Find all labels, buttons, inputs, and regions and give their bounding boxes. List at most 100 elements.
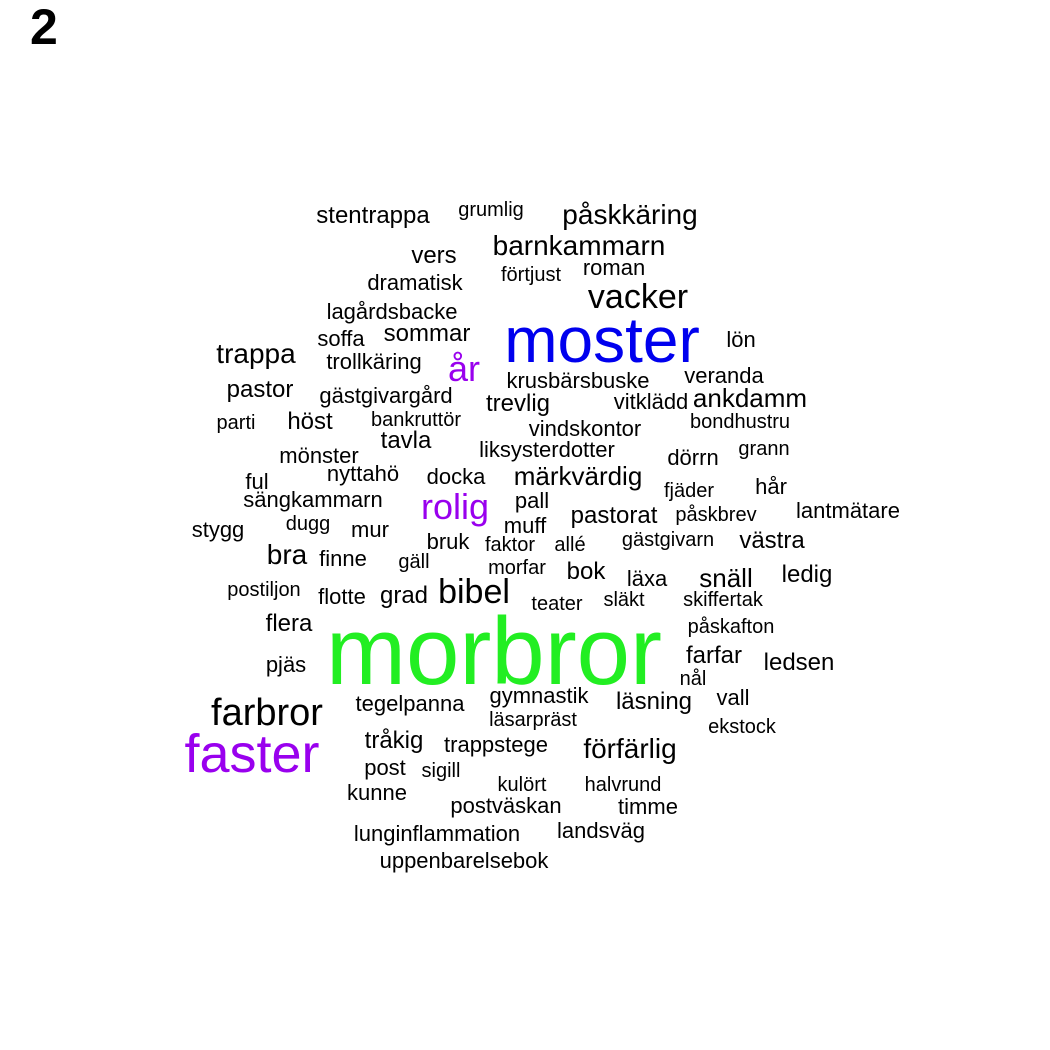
cloud-word: lagårdsbacke — [326, 299, 458, 324]
cloud-word: dramatisk — [367, 270, 463, 295]
cloud-word: mönster — [279, 443, 359, 468]
cloud-word: trappstege — [444, 732, 548, 757]
cloud-word: hår — [755, 474, 787, 499]
cloud-word: liksysterdotter — [479, 437, 615, 462]
cloud-word: sängkammarn — [243, 487, 383, 512]
cloud-word: morfar — [488, 557, 546, 579]
cloud-word: postiljon — [227, 579, 301, 601]
cloud-word: sigill — [421, 760, 461, 782]
cloud-word: stygg — [191, 517, 245, 542]
cloud-word: landsväg — [556, 818, 646, 843]
cloud-word: mur — [351, 517, 389, 542]
cloud-word: lön — [726, 327, 756, 352]
cloud-word: gästgivargård — [319, 383, 453, 408]
cloud-word: trevlig — [485, 390, 551, 417]
cloud-word: ekstock — [708, 716, 776, 738]
cloud-word: bok — [566, 558, 606, 585]
cloud-word: postväskan — [450, 793, 562, 818]
cloud-word: parti — [216, 412, 256, 434]
cloud-word: farbror — [211, 692, 323, 734]
cloud-word: bra — [266, 539, 308, 570]
cloud-word: nyttahö — [326, 461, 400, 486]
cloud-word: höst — [287, 408, 333, 435]
cloud-word: skiffertak — [683, 589, 763, 611]
cloud-word: trollkäring — [326, 349, 422, 374]
cloud-word: flera — [265, 610, 313, 637]
cloud-word: snäll — [699, 563, 753, 593]
cloud-word: tegelpanna — [355, 691, 465, 716]
cloud-word: timme — [618, 794, 678, 819]
cloud-word: trappa — [216, 338, 296, 369]
cloud-word: teater — [531, 593, 583, 615]
cloud-word: rolig — [420, 486, 490, 527]
cloud-word: vindskontor — [528, 416, 642, 441]
cloud-word: pastor — [226, 376, 294, 403]
cloud-word: faster — [184, 724, 320, 784]
cloud-word: läsning — [615, 688, 693, 715]
cloud-word: bondhustru — [689, 411, 791, 433]
cloud-word: kunne — [347, 780, 407, 805]
cloud-word: västra — [739, 527, 805, 554]
cloud-word: vitklädd — [613, 389, 689, 414]
cloud-word: faktor — [484, 534, 536, 556]
cloud-word: dörrn — [667, 445, 719, 470]
cloud-word: grumlig — [458, 199, 524, 221]
cloud-word: tråkig — [364, 727, 424, 754]
cloud-word: fjäder — [663, 480, 715, 502]
cloud-word: tavla — [380, 427, 432, 454]
cloud-word: vers — [411, 242, 457, 269]
cloud-word: flotte — [318, 584, 366, 609]
cloud-word: släkt — [603, 589, 645, 611]
cloud-word: vacker — [587, 278, 689, 316]
cloud-word: uppenbarelsebok — [379, 848, 549, 873]
cloud-word: barnkammarn — [492, 230, 666, 261]
cloud-word: veranda — [684, 363, 764, 388]
cloud-word: soffa — [317, 326, 365, 351]
cloud-word: kulört — [497, 774, 547, 796]
cloud-word: ledsen — [763, 649, 835, 676]
cloud-word: muff — [503, 513, 547, 538]
cloud-word: bankruttör — [370, 409, 462, 431]
cloud-word: ledig — [781, 561, 833, 588]
cloud-word: gäll — [398, 551, 430, 573]
cloud-word: läsarpräst — [489, 709, 577, 731]
cloud-word: dugg — [285, 513, 331, 535]
cloud-word: farfar — [685, 642, 743, 669]
cloud-word: finne — [319, 546, 367, 571]
cloud-word: krusbärsbuske — [506, 368, 650, 393]
cloud-word: sommar — [383, 320, 471, 347]
cloud-word: år — [447, 348, 481, 389]
cloud-word: grad — [379, 582, 429, 609]
cloud-word: ful — [245, 469, 269, 494]
cloud-word: post — [364, 755, 406, 780]
cloud-word: lantmätare — [796, 498, 900, 523]
cloud-word: märkvärdig — [513, 461, 643, 491]
cloud-word: gymnastik — [489, 683, 589, 708]
panel-label: 2 — [30, 0, 58, 55]
cloud-word: roman — [582, 255, 646, 280]
cloud-word: förfärlig — [583, 733, 677, 764]
cloud-word: nål — [679, 668, 707, 690]
cloud-word: lunginflammation — [353, 821, 521, 846]
cloud-word: förtjust — [500, 264, 562, 286]
cloud-word: stentrappa — [316, 202, 430, 229]
cloud-word: morbror — [325, 598, 663, 705]
cloud-word: pall — [514, 488, 550, 513]
cloud-word: pjäs — [265, 652, 307, 677]
cloud-word: vall — [716, 685, 750, 710]
cloud-word: bruk — [426, 529, 470, 554]
cloud-word: halvrund — [584, 774, 662, 796]
cloud-word: påskkäring — [562, 199, 698, 230]
cloud-word: ankdamm — [692, 383, 808, 413]
cloud-word: påskbrev — [675, 504, 757, 526]
cloud-word: moster — [504, 304, 700, 376]
cloud-word: läxa — [626, 566, 668, 591]
cloud-word: pastorat — [570, 502, 658, 529]
cloud-word: bibel — [438, 573, 510, 611]
cloud-word: grann — [738, 438, 790, 460]
cloud-word: allé — [554, 534, 586, 556]
cloud-word: påskafton — [687, 616, 775, 638]
cloud-word: gästgivarn — [621, 529, 715, 551]
cloud-word: docka — [426, 464, 486, 489]
